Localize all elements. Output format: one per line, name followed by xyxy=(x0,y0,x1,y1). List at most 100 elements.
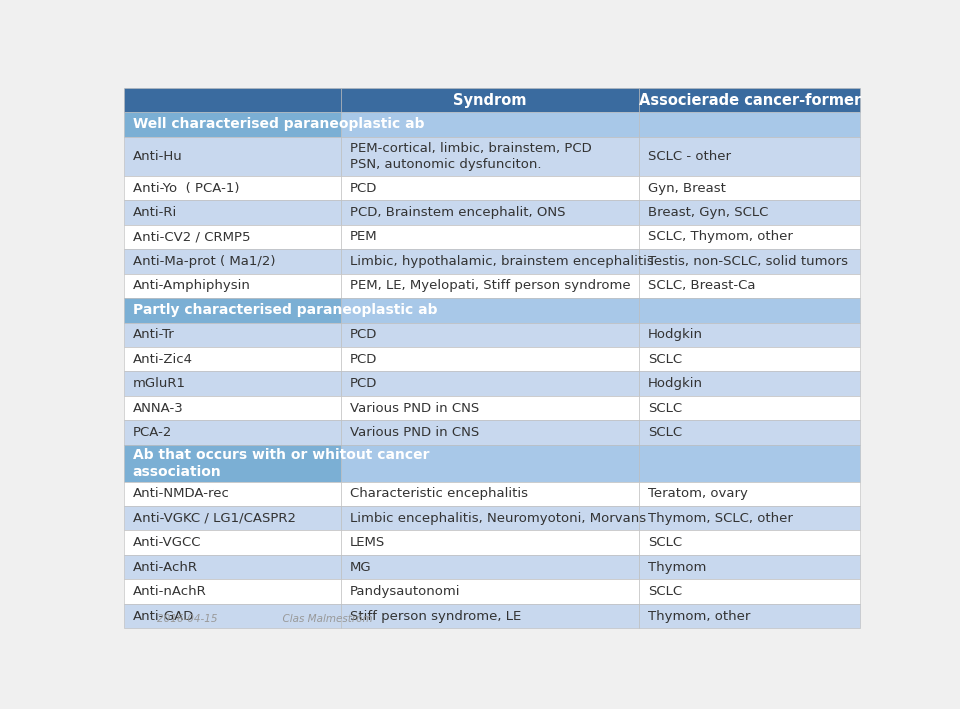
Bar xyxy=(124,201,341,225)
Text: Anti-Amphiphysin: Anti-Amphiphysin xyxy=(132,279,251,292)
Text: Anti-Ma-prot ( Ma1/2): Anti-Ma-prot ( Ma1/2) xyxy=(132,255,276,268)
Bar xyxy=(124,555,341,579)
Bar xyxy=(341,481,639,506)
Bar xyxy=(124,506,341,530)
Bar xyxy=(124,530,341,555)
Text: Various PND in CNS: Various PND in CNS xyxy=(350,426,479,439)
Bar xyxy=(124,396,341,420)
Text: Anti-VGCC: Anti-VGCC xyxy=(132,536,202,549)
Text: PEM: PEM xyxy=(350,230,377,243)
Bar xyxy=(341,176,639,201)
Text: Ab that occurs with or whitout cancer
association: Ab that occurs with or whitout cancer as… xyxy=(132,447,429,479)
Text: PCA-2: PCA-2 xyxy=(132,426,172,439)
Text: Thymom, other: Thymom, other xyxy=(648,610,751,623)
Text: mGluR1: mGluR1 xyxy=(132,377,185,390)
Bar xyxy=(639,420,860,445)
Bar xyxy=(341,201,639,225)
Text: PCD, Brainstem encephalit, ONS: PCD, Brainstem encephalit, ONS xyxy=(350,206,565,219)
Bar xyxy=(124,323,341,347)
Text: PCD: PCD xyxy=(350,353,377,366)
Bar xyxy=(124,481,341,506)
Bar xyxy=(639,176,860,201)
Text: Various PND in CNS: Various PND in CNS xyxy=(350,402,479,415)
Bar xyxy=(124,372,341,396)
Text: Limbic encephalitis, Neuromyotoni, Morvans: Limbic encephalitis, Neuromyotoni, Morva… xyxy=(350,512,646,525)
Text: SCLC: SCLC xyxy=(648,426,683,439)
Text: PCD: PCD xyxy=(350,182,377,194)
Bar xyxy=(639,225,860,250)
Bar xyxy=(341,274,639,298)
Bar xyxy=(341,506,639,530)
Text: PEM, LE, Myelopati, Stiff person syndrome: PEM, LE, Myelopati, Stiff person syndrom… xyxy=(350,279,631,292)
Bar xyxy=(639,481,860,506)
Bar xyxy=(639,579,860,604)
Bar xyxy=(124,112,341,137)
Text: Hodgkin: Hodgkin xyxy=(648,328,704,341)
Text: 2016-04-15                    Clas Malmeström: 2016-04-15 Clas Malmeström xyxy=(157,615,372,625)
Text: Gyn, Breast: Gyn, Breast xyxy=(648,182,726,194)
Text: MG: MG xyxy=(350,561,372,574)
Bar xyxy=(124,225,341,250)
Text: Syndrom: Syndrom xyxy=(453,93,527,108)
Bar xyxy=(341,445,639,481)
Text: Anti-Hu: Anti-Hu xyxy=(132,150,182,163)
Text: SCLC, Breast-Ca: SCLC, Breast-Ca xyxy=(648,279,756,292)
Bar xyxy=(341,250,639,274)
Bar xyxy=(639,274,860,298)
Bar xyxy=(639,250,860,274)
Text: Anti-NMDA-rec: Anti-NMDA-rec xyxy=(132,487,229,501)
Bar xyxy=(639,112,860,137)
Bar xyxy=(124,298,341,323)
Bar xyxy=(341,225,639,250)
Text: Anti-Ri: Anti-Ri xyxy=(132,206,177,219)
Text: Stiff person syndrome, LE: Stiff person syndrome, LE xyxy=(350,610,521,623)
Text: PCD: PCD xyxy=(350,377,377,390)
Text: Teratom, ovary: Teratom, ovary xyxy=(648,487,748,501)
Bar xyxy=(639,530,860,555)
Bar xyxy=(341,555,639,579)
Bar xyxy=(124,445,341,481)
Text: Well characterised paraneoplastic ab: Well characterised paraneoplastic ab xyxy=(132,118,424,131)
Bar xyxy=(124,250,341,274)
Text: Anti-Tr: Anti-Tr xyxy=(132,328,175,341)
Text: Breast, Gyn, SCLC: Breast, Gyn, SCLC xyxy=(648,206,769,219)
Text: Anti-Yo  ( PCA-1): Anti-Yo ( PCA-1) xyxy=(132,182,239,194)
Bar xyxy=(124,579,341,604)
Text: SCLC: SCLC xyxy=(648,536,683,549)
Bar xyxy=(341,298,639,323)
Bar xyxy=(124,420,341,445)
Bar xyxy=(639,298,860,323)
Bar xyxy=(639,372,860,396)
Bar xyxy=(341,396,639,420)
Bar xyxy=(124,176,341,201)
Bar xyxy=(639,347,860,372)
Text: Anti-VGKC / LG1/CASPR2: Anti-VGKC / LG1/CASPR2 xyxy=(132,512,296,525)
Text: ANNA-3: ANNA-3 xyxy=(132,402,183,415)
Bar xyxy=(639,323,860,347)
Bar xyxy=(639,88,860,112)
Bar xyxy=(341,579,639,604)
Text: Limbic, hypothalamic, brainstem encephalitis: Limbic, hypothalamic, brainstem encephal… xyxy=(350,255,654,268)
Text: PCD: PCD xyxy=(350,328,377,341)
Text: Thymom: Thymom xyxy=(648,561,707,574)
Bar xyxy=(341,372,639,396)
Bar xyxy=(639,396,860,420)
Text: Anti-nAchR: Anti-nAchR xyxy=(132,585,206,598)
Text: Partly characterised paraneoplastic ab: Partly characterised paraneoplastic ab xyxy=(132,303,437,318)
Bar xyxy=(124,88,341,112)
Text: Anti-AchR: Anti-AchR xyxy=(132,561,198,574)
Bar xyxy=(639,201,860,225)
Text: Anti-GAD: Anti-GAD xyxy=(132,610,194,623)
Text: LEMS: LEMS xyxy=(350,536,385,549)
Text: Hodgkin: Hodgkin xyxy=(648,377,704,390)
Text: SCLC, Thymom, other: SCLC, Thymom, other xyxy=(648,230,793,243)
Text: Testis, non-SCLC, solid tumors: Testis, non-SCLC, solid tumors xyxy=(648,255,849,268)
Bar xyxy=(639,137,860,176)
Text: PEM-cortical, limbic, brainstem, PCD
PSN, autonomic dysfunciton.: PEM-cortical, limbic, brainstem, PCD PSN… xyxy=(350,142,591,171)
Bar xyxy=(639,506,860,530)
Text: Anti-CV2 / CRMP5: Anti-CV2 / CRMP5 xyxy=(132,230,251,243)
Bar xyxy=(341,347,639,372)
Bar xyxy=(341,420,639,445)
Text: Characteristic encephalitis: Characteristic encephalitis xyxy=(350,487,528,501)
Text: Pandysautonomi: Pandysautonomi xyxy=(350,585,461,598)
